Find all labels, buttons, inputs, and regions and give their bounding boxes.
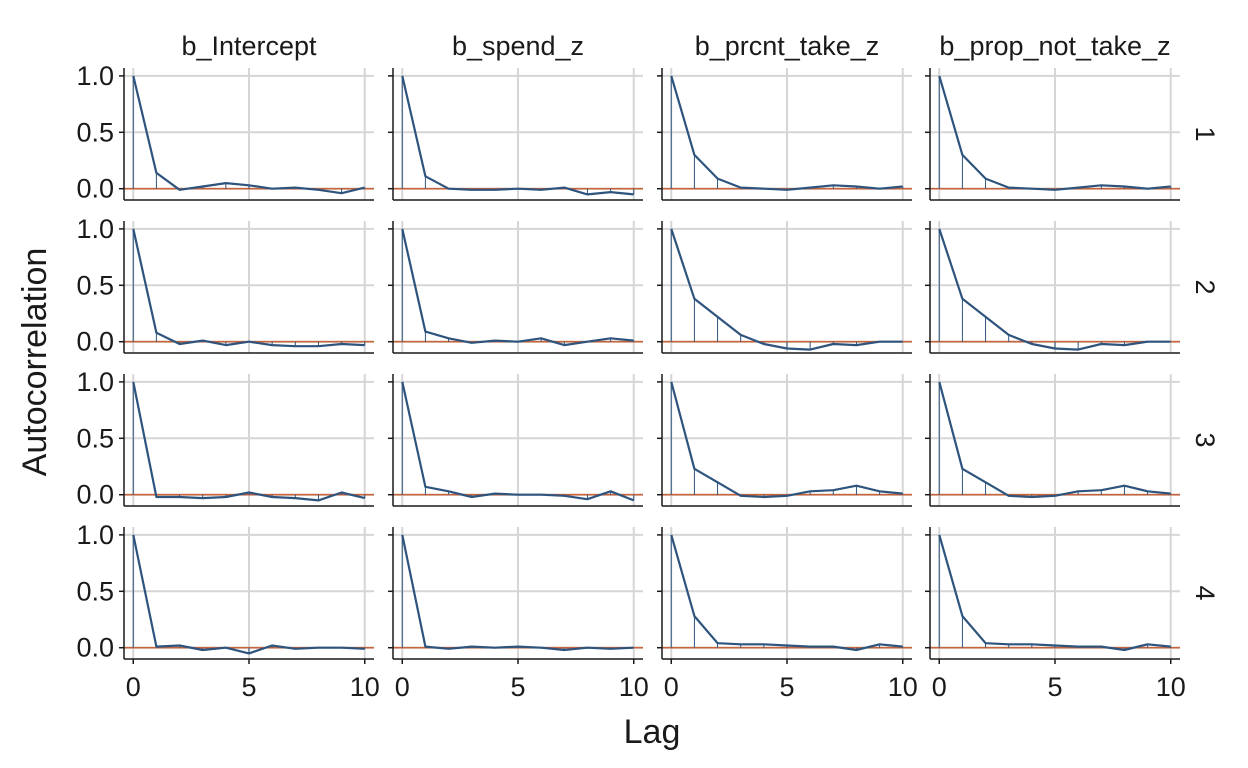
y-tick-label: 1.0 xyxy=(76,214,114,244)
facet-panel xyxy=(925,221,1180,354)
y-tick-label: 1.0 xyxy=(76,520,114,550)
y-tick-label: 0.5 xyxy=(76,270,114,300)
acf-line xyxy=(401,75,634,196)
column-strip-label: b_prcnt_take_z xyxy=(695,31,880,61)
acf-line xyxy=(670,534,903,652)
acf-line xyxy=(132,381,365,502)
acf-line xyxy=(401,381,635,502)
y-tick-label: 0.0 xyxy=(76,633,114,663)
facet-panel xyxy=(119,221,374,354)
y-tick-label: 0.0 xyxy=(76,480,114,510)
acf-line xyxy=(938,381,1171,499)
y-tick-label: 0.0 xyxy=(76,174,114,204)
y-tick-label: 1.0 xyxy=(76,61,114,91)
acf-line xyxy=(401,534,634,652)
row-strip-label: 2 xyxy=(1190,279,1220,294)
acf-line xyxy=(938,534,1171,652)
x-tick-label: 0 xyxy=(664,672,679,702)
y-tick-label: 0.5 xyxy=(76,423,114,453)
facet-panel xyxy=(657,221,912,354)
x-tick-label: 10 xyxy=(350,672,380,702)
facet-panel xyxy=(925,68,1180,201)
x-tick-label: 10 xyxy=(888,672,918,702)
acf-line xyxy=(670,381,903,499)
facet-panel xyxy=(119,527,374,664)
y-tick-label: 0.5 xyxy=(76,576,114,606)
x-tick-label: 10 xyxy=(1156,672,1186,702)
acf-line xyxy=(132,75,365,195)
y-tick-label: 0.5 xyxy=(76,117,114,147)
x-tick-label: 0 xyxy=(932,672,947,702)
facet-panel xyxy=(388,221,643,354)
acf-line xyxy=(132,228,365,348)
facet-panel xyxy=(388,374,643,507)
acf-line xyxy=(132,534,365,655)
acf-line xyxy=(670,228,903,351)
column-strip-label: b_Intercept xyxy=(181,31,317,61)
facet-panel xyxy=(657,527,912,664)
x-tick-label: 0 xyxy=(395,672,410,702)
y-axis-ticks: 0.0 0.5 1.0 0.0 0.5 1.0 0.0 0.5 1.0 0.0 0.5 1.0 xyxy=(76,61,114,663)
facet-panel xyxy=(657,374,912,507)
x-tick-label: 10 xyxy=(619,672,649,702)
facet-panel xyxy=(388,68,643,201)
row-strip-label: 4 xyxy=(1190,585,1220,600)
facet-panel xyxy=(119,374,374,507)
x-tick-label: 0 xyxy=(126,672,141,702)
acf-line xyxy=(938,75,1171,191)
facet-panel xyxy=(925,527,1180,664)
facet-panel xyxy=(119,68,374,201)
facet-panel xyxy=(388,527,643,664)
row-strip-label: 3 xyxy=(1190,432,1220,447)
facet-panel xyxy=(925,374,1180,507)
column-strips: b_Intercept b_spend_z b_prcnt_take_z b_prop… xyxy=(181,31,1170,61)
x-axis-ticks: 0 5 10 0 5 10 0 5 10 0 5 10 xyxy=(126,672,1186,702)
y-tick-label: 0.0 xyxy=(76,327,114,357)
x-axis-title: Lag xyxy=(624,713,681,751)
x-tick-label: 5 xyxy=(510,672,525,702)
y-axis-title: Autocorrelation xyxy=(16,248,54,477)
x-tick-label: 5 xyxy=(779,672,794,702)
panels-layer xyxy=(119,68,1180,664)
x-tick-label: 5 xyxy=(1047,672,1062,702)
acf-line xyxy=(938,228,1171,351)
facet-panel xyxy=(657,68,912,201)
acf-line xyxy=(401,228,634,347)
x-tick-label: 5 xyxy=(241,672,256,702)
row-strip-label: 1 xyxy=(1190,126,1220,141)
y-tick-label: 1.0 xyxy=(76,367,114,397)
column-strip-label: b_prop_not_take_z xyxy=(939,31,1170,61)
row-strips: 1 2 3 4 xyxy=(1190,126,1220,600)
column-strip-label: b_spend_z xyxy=(452,31,584,61)
acf-line xyxy=(670,75,903,191)
